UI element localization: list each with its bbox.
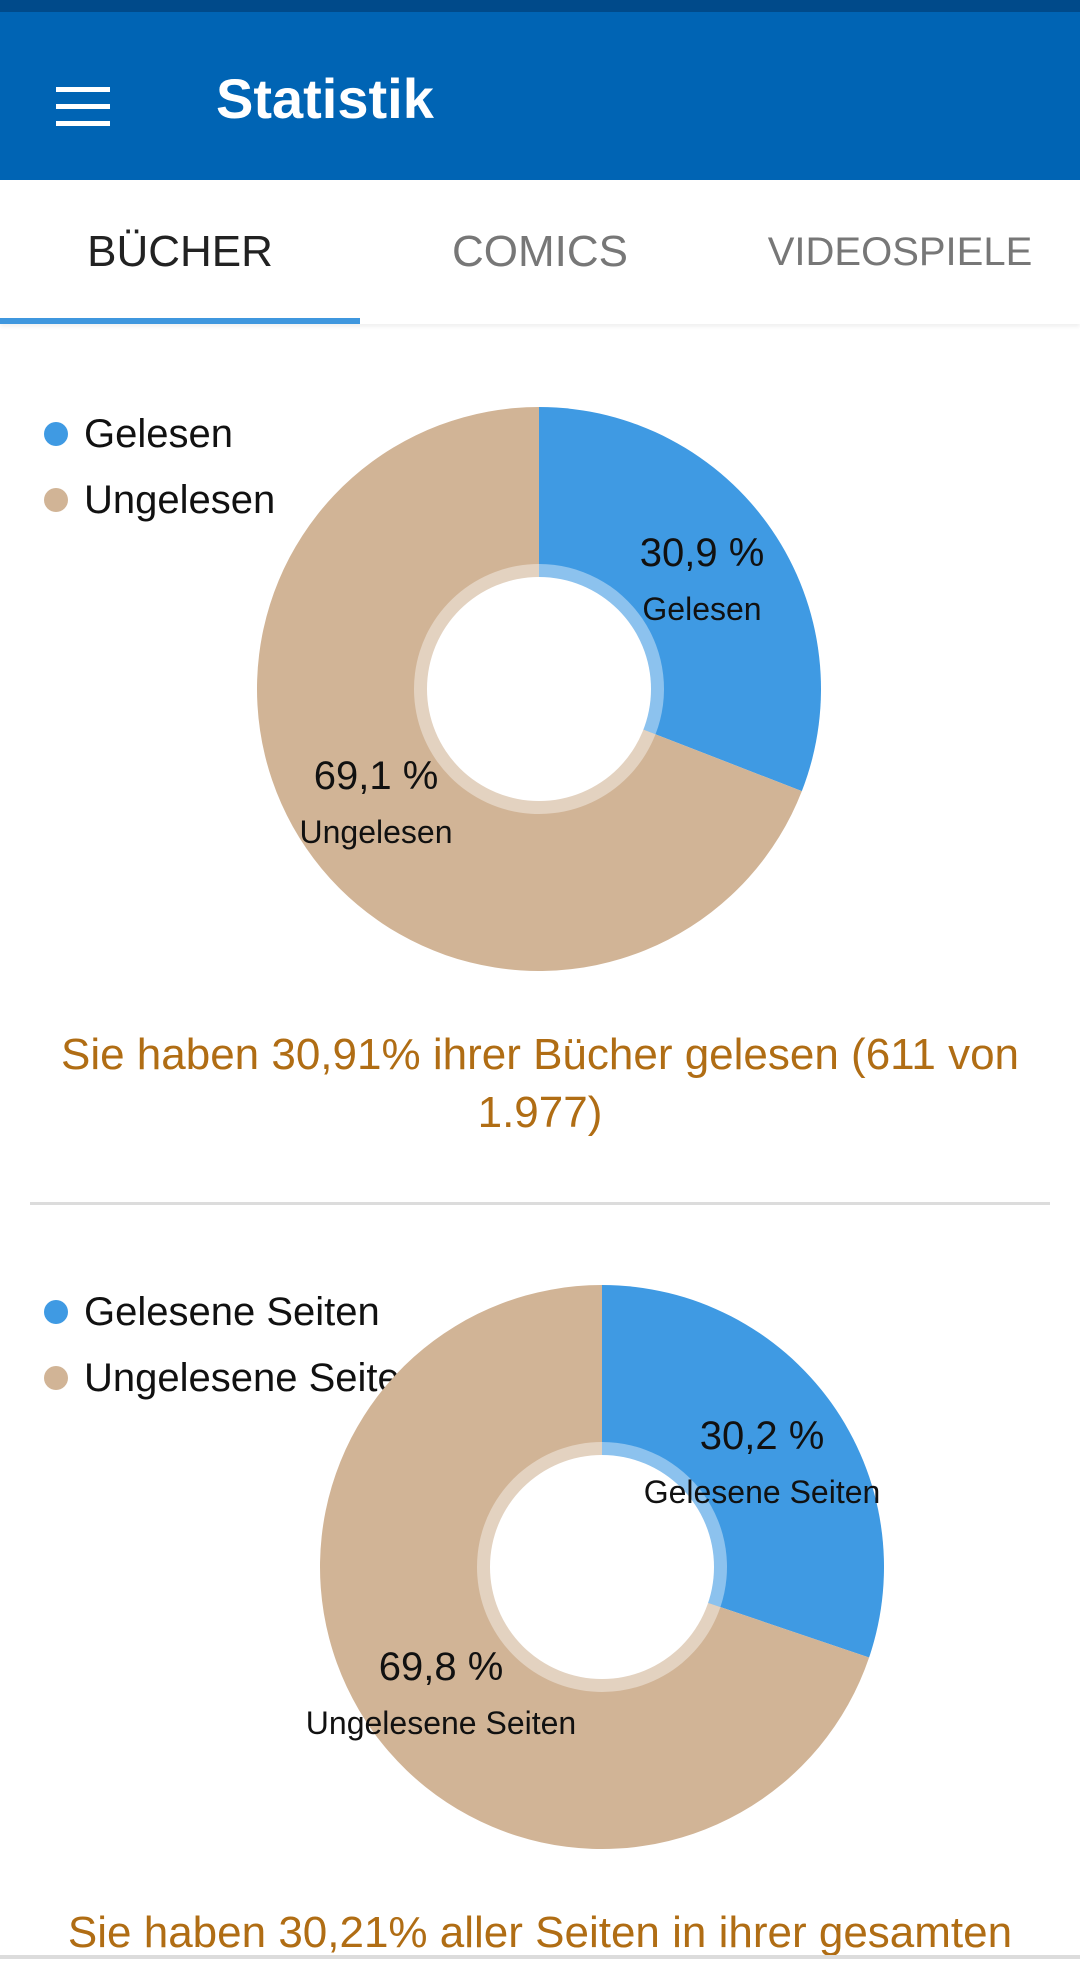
tab-bar: BÜCHER COMICS VIDEOSPIELE	[0, 180, 1080, 324]
legend-label: Ungelesene Seiten	[84, 1355, 423, 1400]
summary-pages: Sie haben 30,21% aller Seiten in ihrer g…	[67, 1908, 1013, 1957]
slice-name-label: Gelesene Seiten	[644, 1474, 881, 1510]
slice-percent-label: 69,1 %	[314, 754, 439, 798]
tab-videospiele[interactable]: VIDEOSPIELE	[767, 229, 1033, 274]
tab-buecher[interactable]: BÜCHER	[87, 227, 273, 276]
donut-chart-pages: 30,2 % Gelesene Seiten 69,8 % Ungelesene Se…	[306, 1285, 884, 1849]
legend-books: Gelesen Ungelesen	[44, 401, 275, 533]
tab-comics[interactable]: COMICS	[452, 227, 628, 276]
legend-dot-read	[44, 1300, 68, 1324]
section-divider	[30, 1202, 1050, 1205]
legend-label: Gelesen	[84, 411, 233, 456]
page-title: Statistik	[216, 67, 434, 130]
donut-hole	[490, 1455, 714, 1679]
app-bar: Statistik	[0, 12, 1080, 180]
slice-percent-label: 30,2 %	[700, 1414, 825, 1458]
status-bar	[0, 0, 1080, 12]
legend-item-unread[interactable]: Ungelesen	[44, 467, 275, 533]
legend-label: Ungelesen	[84, 477, 276, 522]
legend-dot-unread	[44, 1366, 68, 1390]
slice-name-label: Gelesen	[642, 591, 761, 627]
legend-item-read-pages[interactable]: Gelesene Seiten	[44, 1279, 422, 1345]
legend-pages: Gelesene Seiten Ungelesene Seiten	[44, 1279, 422, 1411]
donut-chart-books: 30,9 % Gelesen 69,1 % Ungelesen	[256, 407, 821, 971]
legend-item-read[interactable]: Gelesen	[44, 401, 275, 467]
legend-dot-unread	[44, 488, 68, 512]
slice-percent-label: 30,9 %	[640, 531, 765, 575]
slice-percent-label: 69,8 %	[379, 1645, 504, 1689]
bottom-divider	[0, 1955, 1080, 1959]
hamburger-menu-icon[interactable]	[40, 64, 130, 134]
summary-books: Sie haben 30,91% ihrer Bücher gelesen (6…	[60, 1030, 1020, 1137]
tab-indicator	[0, 318, 360, 324]
legend-dot-read	[44, 422, 68, 446]
legend-item-unread-pages[interactable]: Ungelesene Seiten	[44, 1345, 422, 1411]
slice-name-label: Ungelesene Seiten	[306, 1705, 576, 1741]
donut-hole	[427, 577, 651, 801]
legend-label: Gelesene Seiten	[84, 1289, 380, 1334]
slice-name-label: Ungelesen	[300, 814, 453, 850]
